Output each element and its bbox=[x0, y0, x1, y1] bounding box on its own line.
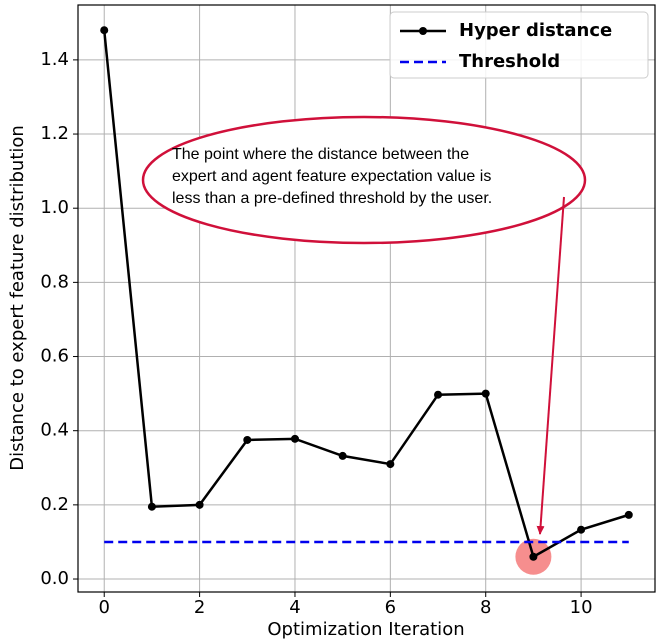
y-tick-label: 0.6 bbox=[40, 346, 69, 367]
legend-label: Hyper distance bbox=[459, 20, 612, 41]
point bbox=[147, 502, 156, 511]
y-tick-label: 0.0 bbox=[40, 568, 69, 589]
series-line bbox=[102, 30, 630, 559]
y-tick-label: 0.8 bbox=[40, 271, 69, 292]
x-tick-label: 2 bbox=[194, 597, 205, 618]
annotation-text: less than a pre-defined threshold by the… bbox=[172, 190, 492, 207]
point bbox=[100, 26, 109, 35]
point bbox=[386, 460, 395, 469]
y-axis-label: Distance to expert feature distribution bbox=[7, 125, 28, 471]
y-tick-label: 1.4 bbox=[40, 49, 69, 70]
point bbox=[529, 552, 538, 561]
point bbox=[290, 434, 299, 443]
legend: Hyper distance Threshold bbox=[389, 11, 649, 79]
x-tick-label: 10 bbox=[570, 597, 593, 618]
point bbox=[338, 451, 347, 460]
y-tick-label: 0.2 bbox=[40, 494, 69, 515]
y-tick-label: 0.4 bbox=[40, 420, 69, 441]
point bbox=[195, 500, 204, 509]
legend-marker bbox=[419, 27, 427, 35]
legend-box bbox=[389, 11, 649, 79]
x-tick-label: 6 bbox=[385, 597, 396, 618]
plot-frame bbox=[77, 4, 656, 593]
annotation-text: expert and agent feature expectation val… bbox=[172, 168, 491, 185]
point bbox=[243, 435, 252, 444]
x-tick-label: 8 bbox=[480, 597, 491, 618]
point bbox=[624, 510, 633, 519]
legend-label: Threshold bbox=[459, 51, 560, 72]
point bbox=[434, 390, 443, 399]
annotation-ellipse bbox=[141, 115, 587, 245]
annotation-arrow bbox=[536, 196, 565, 535]
point bbox=[577, 525, 586, 534]
x-tick-label: 0 bbox=[99, 597, 110, 618]
y-tick-label: 1.0 bbox=[40, 197, 69, 218]
grid bbox=[78, 5, 655, 592]
y-tick-label: 1.2 bbox=[40, 123, 69, 144]
x-axis-label: Optimization Iteration bbox=[267, 619, 464, 640]
point bbox=[481, 389, 490, 398]
annotation-text: The point where the distance between the bbox=[172, 146, 469, 163]
x-tick-label: 4 bbox=[289, 597, 300, 618]
plot bbox=[100, 26, 633, 575]
